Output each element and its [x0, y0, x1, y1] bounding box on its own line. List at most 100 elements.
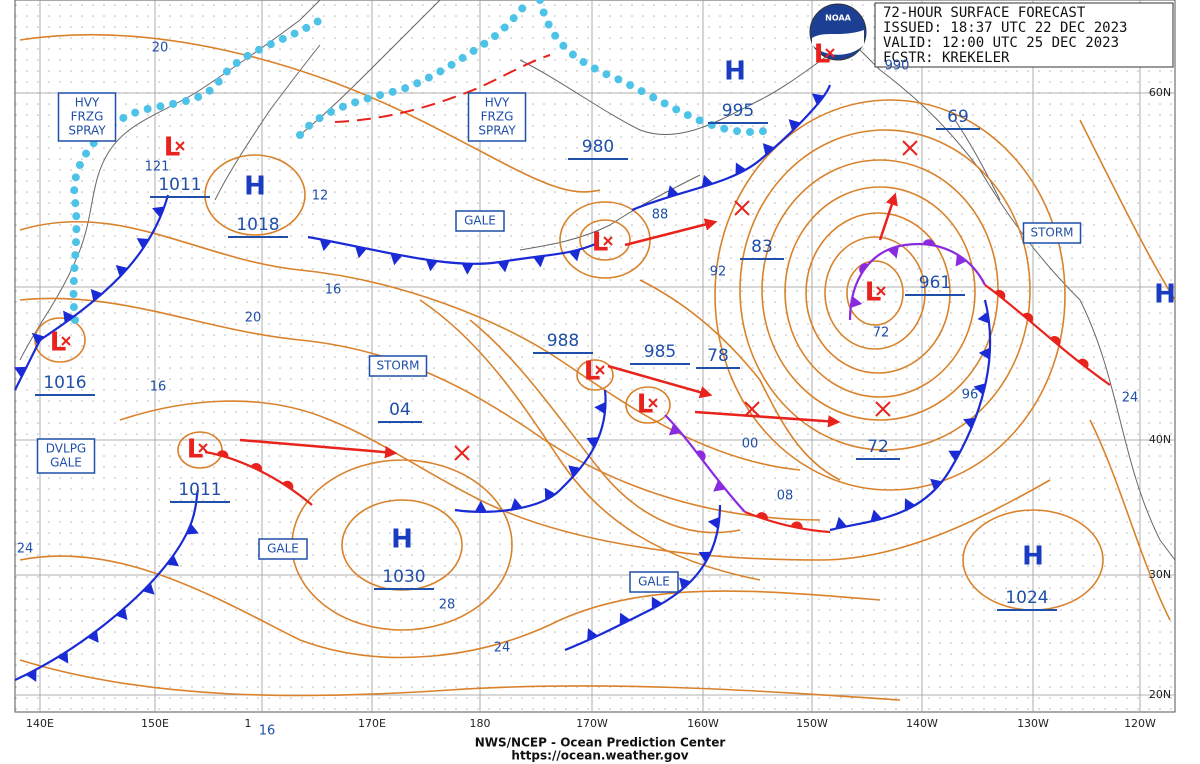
- footer-agency: NWS/NCEP - Ocean Prediction Center: [475, 736, 726, 750]
- front-symbol: [788, 119, 801, 132]
- longitude-label: 150E: [141, 717, 169, 730]
- header-line: 72-HOUR SURFACE FORECAST: [883, 5, 1086, 21]
- map-feature: [177, 431, 223, 469]
- front-symbol: [948, 450, 961, 462]
- central-pressure: 985: [644, 342, 676, 362]
- high-symbol: H: [1154, 280, 1176, 310]
- longitude-label: 130W: [1017, 717, 1049, 730]
- forecast-pressure: 83: [751, 237, 773, 257]
- front-symbol: [695, 450, 706, 462]
- longitude-label: 1: [245, 717, 252, 730]
- central-pressure: 1016: [43, 373, 86, 393]
- low-symbol: L: [637, 390, 654, 420]
- forecast-positions: [454, 140, 918, 461]
- isobar-label: 96: [962, 388, 979, 403]
- latitude-label: 20N: [1149, 688, 1171, 701]
- front-symbol: [668, 423, 682, 436]
- map-feature: [14, 194, 170, 391]
- isobar-label: 12: [312, 189, 329, 204]
- forecast-pressure: 72: [867, 437, 889, 457]
- isobar-label: 24: [494, 641, 511, 656]
- warning-box: [1022, 222, 1082, 244]
- warning-text: GALE: [267, 542, 299, 556]
- isobar-label: 08: [777, 489, 794, 504]
- header-line: VALID: 12:00 UTC 25 DEC 2023: [883, 35, 1119, 51]
- front-symbol: [568, 465, 581, 478]
- central-pressure: 1011: [158, 175, 201, 195]
- isobar-label: 00: [742, 437, 759, 452]
- map-feature: [848, 243, 986, 321]
- longitude-label: 140W: [906, 717, 938, 730]
- map-feature: [625, 386, 671, 424]
- map-feature: [559, 201, 651, 279]
- front-symbol: [887, 246, 899, 259]
- low-center-mark: [61, 336, 71, 346]
- isobar-label: 92: [710, 265, 727, 280]
- map-feature: [119, 400, 1051, 561]
- isobar-label: 72: [873, 326, 890, 341]
- front-symbol: [930, 478, 943, 491]
- map-feature: [744, 510, 831, 534]
- map-feature: [454, 389, 607, 513]
- map-feature: [846, 260, 904, 326]
- map-feature: [875, 401, 891, 417]
- latitude-label: 40N: [1149, 433, 1171, 446]
- logo-text: NOAA: [825, 14, 851, 23]
- map-feature: [519, 39, 1176, 561]
- high-symbol: H: [244, 172, 266, 202]
- map-feature: [1079, 119, 1176, 301]
- front-symbol: [152, 206, 165, 218]
- front-symbol: [977, 311, 990, 324]
- latitude-label: 60N: [1149, 86, 1171, 99]
- front-symbol: [811, 93, 825, 105]
- front-symbol: [762, 143, 775, 156]
- forecast-pressure: 69: [947, 107, 969, 127]
- front-symbol: [90, 288, 103, 302]
- latitude-label: 30N: [1149, 568, 1171, 581]
- map-feature: [19, 34, 601, 193]
- front-symbol: [1077, 358, 1089, 369]
- map-feature: [878, 192, 898, 241]
- low-symbol: L: [187, 435, 204, 465]
- high-symbol: H: [1022, 542, 1044, 572]
- map-feature: [694, 410, 841, 428]
- map-feature: [454, 445, 470, 461]
- warning-text: STORM: [376, 359, 419, 373]
- warning-box: [258, 538, 308, 560]
- front-symbol: [57, 651, 69, 664]
- warning-text: SPRAY: [478, 124, 516, 138]
- front-symbol: [973, 383, 986, 395]
- central-pressure: 961: [919, 273, 951, 293]
- low-center-mark: [648, 398, 658, 408]
- map-feature: [761, 159, 999, 421]
- warning-text: GALE: [464, 214, 496, 228]
- map-feature: [239, 438, 398, 459]
- isobar-label: 16: [150, 380, 167, 395]
- longitude-label: 170E: [358, 717, 386, 730]
- front-symbol: [115, 607, 128, 620]
- track-arrows: [239, 192, 898, 459]
- header-line: FCSTR: KREKELER: [883, 50, 1010, 66]
- central-pressure: 1018: [236, 215, 279, 235]
- central-pressure: 995: [722, 101, 754, 121]
- map-feature: [419, 299, 761, 581]
- high-symbol: H: [391, 525, 413, 555]
- central-pressure: 1030: [382, 567, 425, 587]
- front-symbol: [904, 498, 916, 511]
- front-symbol: [87, 630, 99, 643]
- map-feature: [639, 279, 841, 481]
- front-symbol: [544, 487, 556, 501]
- central-pressure: 988: [547, 331, 579, 351]
- front-symbol: [250, 463, 263, 472]
- low-symbol: L: [584, 357, 601, 387]
- map-feature: [214, 44, 321, 201]
- front-symbol: [186, 523, 199, 535]
- map-feature: [624, 218, 718, 247]
- warning-text: HVY: [75, 96, 100, 110]
- front-symbol: [1050, 335, 1061, 346]
- forecast-pressure: 78: [707, 346, 729, 366]
- low-center-mark: [595, 365, 605, 375]
- front-symbol: [698, 551, 711, 563]
